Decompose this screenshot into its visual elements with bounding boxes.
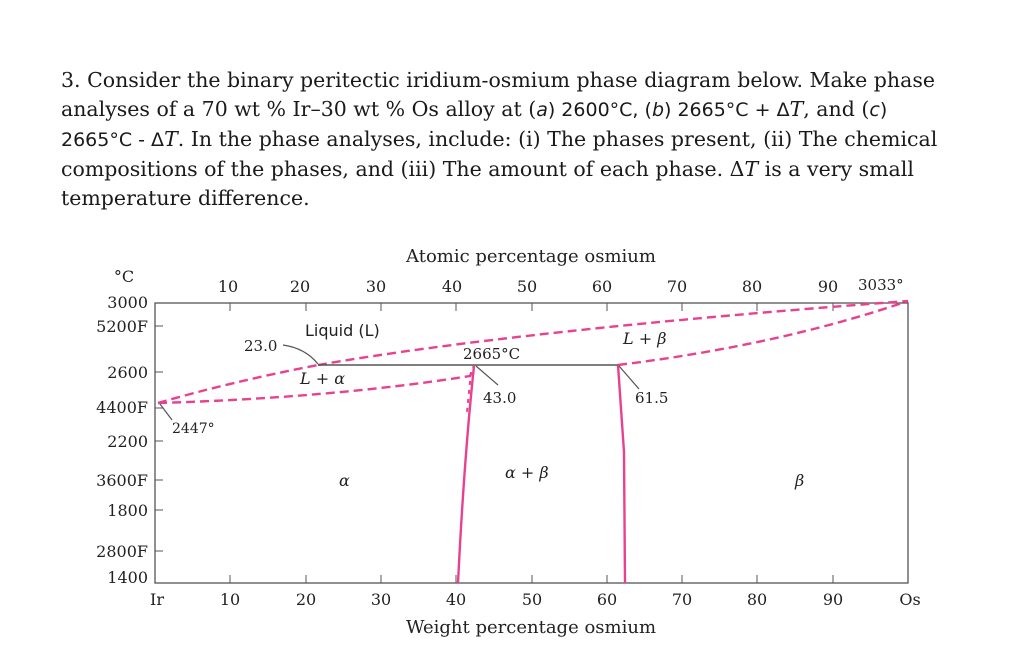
question-line-2: analyses of a 70 wt % Ir–30 wt % Os allo… — [61, 95, 961, 125]
question-text: 3. Consider the binary peritectic iridiu… — [61, 66, 961, 213]
phase-boundaries — [157, 299, 909, 584]
composition-43-label: 43.0 — [483, 389, 516, 407]
bottom-tick-label: 40 — [446, 590, 466, 609]
top-axis: 10 20 30 40 50 60 70 80 90 3033° — [218, 276, 904, 311]
question-line-5: temperature difference. — [61, 184, 961, 213]
fahrenheit-tick-label: 2800F — [96, 542, 148, 561]
q2-b: ) 2600°C, ( — [547, 99, 652, 121]
ir-end-label: Ir — [150, 590, 164, 609]
bottom-tick-label: 60 — [597, 590, 617, 609]
peritectic-temp-label: 2665°C — [463, 345, 520, 363]
bottom-tick-label: 70 — [672, 590, 692, 609]
l-beta-region-label: L + β — [622, 329, 666, 348]
delta-t-symbol: T — [164, 127, 178, 151]
alpha-region-label: α — [339, 471, 350, 490]
q2-d: , and ( — [803, 97, 870, 121]
q3-a: 2665°C - Δ — [61, 129, 165, 151]
q2-a: analyses of a 70 wt % Ir–30 wt % Os allo… — [61, 97, 537, 121]
top-tick-label: 70 — [667, 277, 687, 296]
solvus-alpha — [456, 365, 476, 584]
celsius-tick-label: 2200 — [107, 432, 148, 451]
q2-e: ) — [879, 99, 888, 121]
composition-23-label: 23.0 — [244, 337, 277, 355]
q4-b: is a very small — [764, 157, 914, 181]
celsius-tick-label: 1400 — [107, 568, 148, 587]
question-line-4: compositions of the phases, and (iii) Th… — [61, 155, 961, 184]
part-c-label: c — [869, 99, 880, 121]
top-axis-title: Atomic percentage osmium — [405, 246, 656, 267]
bottom-axis-title: Weight percentage osmium — [406, 617, 656, 638]
top-tick-label: 10 — [218, 277, 238, 296]
q3-b: . In the phase analyses, include: (i) Th… — [177, 127, 938, 151]
os-end-label: Os — [899, 590, 920, 609]
ir-melting-label: 2447° — [172, 421, 215, 437]
bottom-axis: Ir 10 20 30 40 50 60 70 80 90 Os Weight … — [150, 575, 921, 638]
question-line-3: 2665°C - ΔT. In the phase analyses, incl… — [61, 125, 961, 155]
beta-region-label: β — [794, 471, 804, 490]
liquid-region-label: Liquid (L) — [305, 321, 380, 340]
q2-c: ) 2665°C + Δ — [664, 99, 790, 121]
temperature-axis: °C 3000 5200F 2600 4400F 2200 3600F 1800… — [96, 267, 163, 587]
solidus-left — [157, 365, 476, 405]
l-alpha-region-label: L + α — [299, 369, 345, 388]
fahrenheit-tick-label: 4400F — [96, 398, 148, 417]
bottom-tick-label: 80 — [747, 590, 767, 609]
celsius-tick-label: 1800 — [107, 501, 148, 520]
question-line-5-text: temperature difference. — [61, 186, 310, 210]
bottom-tick-label: 20 — [296, 590, 316, 609]
delta-t-symbol: T — [744, 157, 759, 181]
q4-a: compositions of the phases, and (iii) Th… — [61, 157, 745, 181]
question-line-1-text: 3. Consider the binary peritectic iridiu… — [61, 68, 935, 92]
liquidus-left — [157, 363, 319, 405]
bottom-tick-label: 50 — [522, 590, 542, 609]
top-tick-label: 80 — [742, 277, 762, 296]
peritectic-drop — [466, 371, 472, 413]
composition-61-label: 61.5 — [635, 389, 668, 407]
solvus-beta — [616, 364, 627, 584]
top-tick-label: 60 — [592, 277, 612, 296]
question-line-1: 3. Consider the binary peritectic iridiu… — [61, 66, 961, 95]
fahrenheit-tick-label: 3600F — [96, 471, 148, 490]
top-tick-label: 20 — [290, 277, 310, 296]
top-tick-label: 40 — [442, 277, 462, 296]
top-tick-label: 50 — [517, 277, 537, 296]
liquidus-right — [317, 299, 909, 367]
solidus-right — [617, 299, 909, 367]
leader-lines — [159, 344, 640, 421]
top-tick-label: 30 — [366, 277, 386, 296]
bottom-tick-label: 30 — [371, 590, 391, 609]
alpha-beta-region-label: α + β — [505, 463, 549, 482]
bottom-tick-label: 90 — [823, 590, 843, 609]
celsius-tick-label: 2600 — [107, 363, 148, 382]
delta-t-symbol: T — [789, 97, 804, 121]
part-a-label: a — [536, 99, 548, 121]
part-b-label: b — [651, 99, 664, 121]
os-melting-label: 3033° — [858, 276, 904, 294]
top-tick-label: 90 — [818, 277, 838, 296]
bottom-tick-label: 10 — [220, 590, 240, 609]
celsius-unit: °C — [114, 267, 134, 286]
celsius-tick-label: 3000 — [107, 293, 148, 312]
fahrenheit-tick-label: 5200F — [96, 317, 148, 336]
